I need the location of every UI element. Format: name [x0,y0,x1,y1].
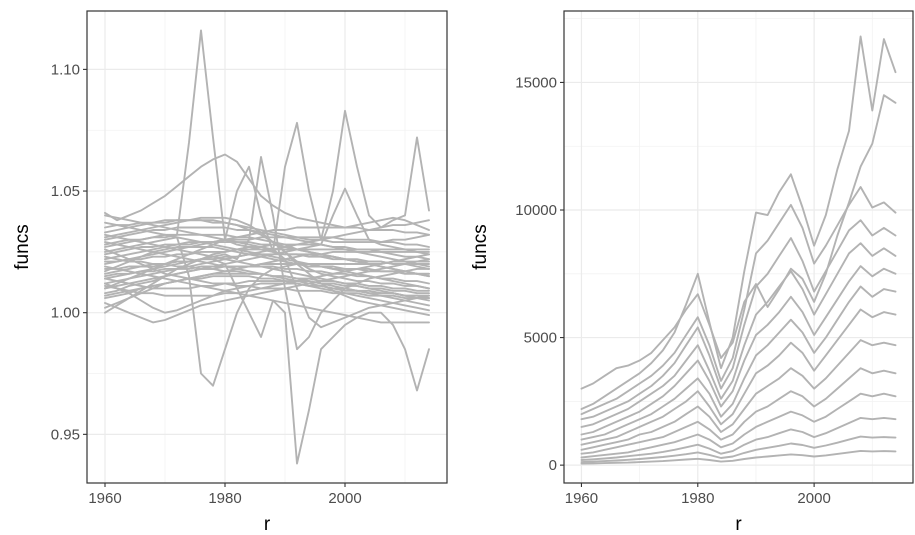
y-axis-title: funcs [470,224,491,269]
y-tick-label: 1.00 [51,305,80,322]
series-line-23 [104,265,430,324]
y-tick-label: 5000 [524,330,557,347]
series-line-34 [104,255,430,292]
x-axis-title: r [264,514,271,535]
left-chart: 1960 1980 2000 0.95 1.00 1.05 1.10 r funcs [12,10,448,535]
series-line-31 [104,246,430,275]
series-line-0 [580,94,897,390]
x-axis-title: r [735,514,742,535]
series-line-13 [580,449,897,465]
series-line-0 [104,153,430,231]
y-tick-label: 0 [549,457,557,474]
series-line-9 [104,282,430,314]
series-line-19 [104,277,430,295]
series-line-6 [580,285,897,441]
y-tick-label: 15000 [515,74,557,91]
x-tick-label: 1980 [681,490,714,507]
x-tick-label: 2000 [797,490,830,507]
series-line-32 [104,250,430,297]
series-line-14 [104,226,430,268]
x-tick-label: 1980 [208,490,241,507]
series-line-21 [104,233,430,302]
series-line-29 [104,219,430,285]
series-line-22 [104,226,430,290]
x-tick-label: 1960 [565,490,598,507]
panel-border [563,10,914,484]
y-tick-label: 0.95 [51,426,80,443]
y-tick-label: 1.05 [51,183,80,200]
y-tick-label: 1.10 [51,61,80,78]
series-line-17 [104,258,430,324]
x-tick-label: 2000 [328,490,361,507]
series-line-2 [580,186,897,416]
series-line-3 [580,219,897,421]
series-line-1 [104,29,430,265]
panel-border [86,10,448,484]
series-line-28 [104,248,430,263]
series-line-11 [104,253,430,275]
y-axis-title: funcs [12,224,33,269]
right-chart: 1960 1980 2000 0 5000 10000 15000 r funcs [470,10,914,535]
series-line-7 [580,308,897,446]
series-line-1 [580,35,897,410]
x-tick-label: 1960 [88,490,121,507]
series-line-11 [580,416,897,461]
series-line-7 [104,243,430,314]
series-line-27 [104,221,430,290]
series-line-8 [580,339,897,451]
series-line-5 [580,265,897,436]
series-line-35 [104,253,430,297]
series-line-25 [104,260,430,278]
series-line-12 [580,435,897,464]
y-tick-label: 10000 [515,202,557,219]
series-line-16 [104,248,430,300]
series-line-4 [580,242,897,428]
series-line-10 [580,392,897,459]
series-line-9 [580,367,897,455]
series-line-33 [104,216,430,290]
series-line-2 [104,236,430,387]
